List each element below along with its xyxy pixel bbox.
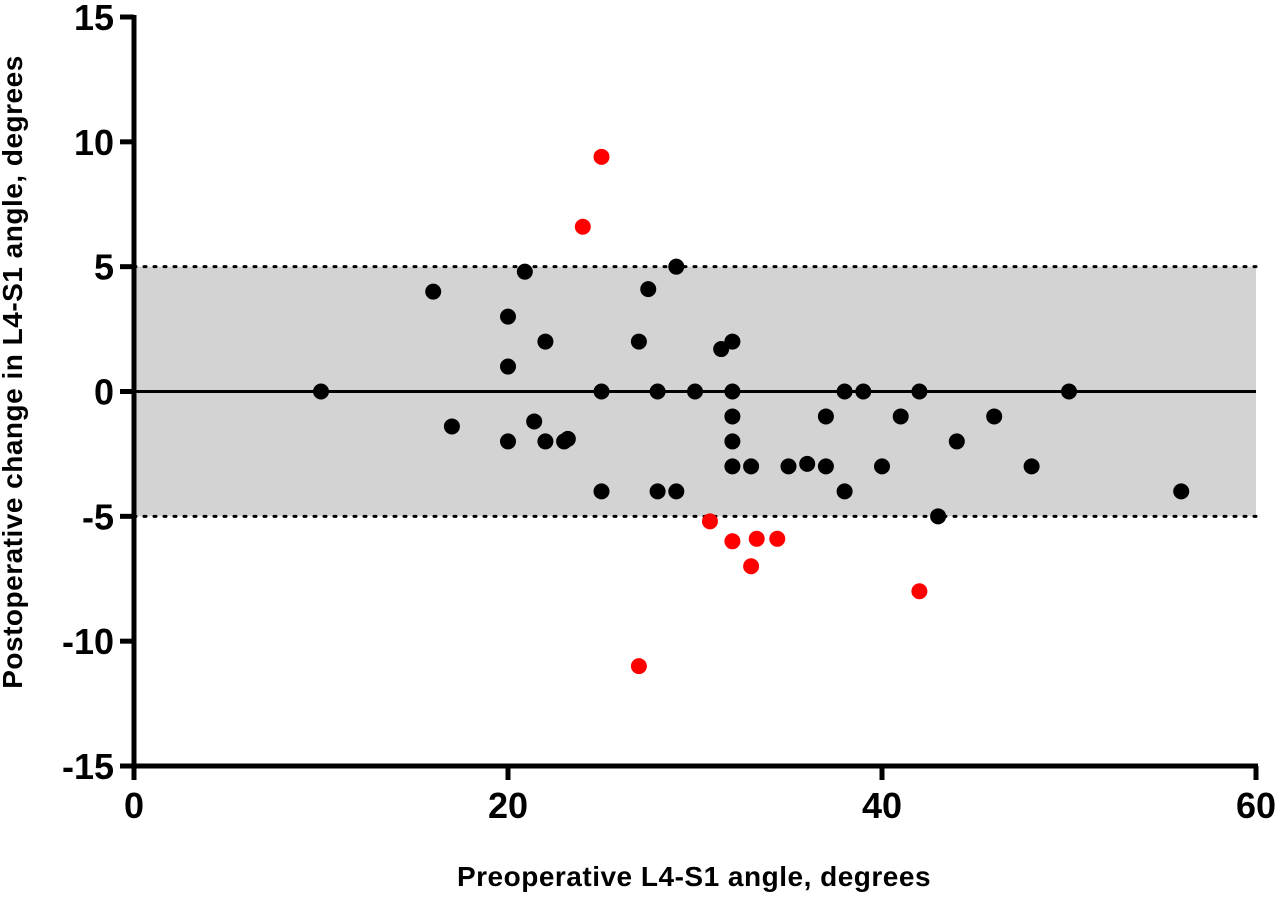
- data-point: [593, 383, 610, 400]
- axes: [120, 14, 1259, 780]
- y-tick-label: -5: [82, 496, 114, 537]
- data-point: [780, 458, 797, 475]
- x-tick-label: 0: [124, 785, 144, 826]
- x-tick-label: 20: [488, 785, 528, 826]
- x-tick-label: 40: [862, 785, 902, 826]
- data-point: [948, 433, 965, 450]
- data-point: [1061, 383, 1077, 400]
- data-point: [911, 583, 928, 600]
- data-point: [911, 383, 928, 400]
- data-point: [630, 333, 647, 350]
- data-point: [559, 430, 576, 447]
- data-point: [593, 483, 610, 500]
- data-point: [724, 333, 741, 350]
- data-point: [640, 281, 657, 298]
- data-point: [574, 218, 591, 235]
- data-point: [724, 383, 741, 400]
- data-point: [743, 558, 760, 575]
- data-point: [443, 418, 460, 435]
- data-point: [526, 413, 543, 430]
- data-point: [1023, 458, 1040, 475]
- data-point: [701, 513, 718, 530]
- data-point: [724, 408, 741, 425]
- data-points: [313, 148, 1190, 675]
- data-point: [799, 455, 816, 472]
- data-point: [817, 458, 834, 475]
- data-point: [516, 263, 533, 280]
- x-tick-label: 60: [1236, 785, 1276, 826]
- data-point: [713, 341, 730, 358]
- data-point: [930, 508, 947, 525]
- data-point: [724, 533, 741, 550]
- y-tick-label: 0: [94, 372, 114, 413]
- data-point: [724, 458, 741, 475]
- data-point: [313, 383, 329, 400]
- data-point: [836, 483, 853, 500]
- data-point: [537, 333, 554, 350]
- data-point: [630, 658, 647, 675]
- data-point: [649, 483, 666, 500]
- data-point: [668, 483, 685, 500]
- data-point: [748, 530, 765, 547]
- data-point: [500, 308, 516, 325]
- y-tick-label: 10: [74, 122, 114, 163]
- data-point: [500, 433, 516, 450]
- y-tick-label: 15: [74, 0, 114, 38]
- data-point: [649, 383, 666, 400]
- data-point: [425, 283, 442, 300]
- data-point: [836, 383, 853, 400]
- data-point: [1173, 483, 1190, 500]
- data-point: [593, 148, 610, 165]
- data-point: [743, 458, 760, 475]
- y-tick-label: -10: [62, 621, 114, 662]
- data-point: [500, 358, 516, 375]
- x-axis-title: Preoperative L4-S1 angle, degrees: [457, 861, 931, 892]
- data-point: [817, 408, 834, 425]
- data-point: [687, 383, 703, 400]
- data-point: [668, 258, 685, 275]
- data-point: [874, 458, 890, 475]
- data-point: [892, 408, 909, 425]
- tick-labels: -15 -10 -5 0 5 10 15 0 20 40 60: [62, 0, 1276, 826]
- data-point: [724, 433, 741, 450]
- y-tick-label: -15: [62, 746, 114, 787]
- data-point: [537, 433, 554, 450]
- data-point: [855, 383, 872, 400]
- data-point: [769, 530, 786, 547]
- data-point: [986, 408, 1003, 425]
- y-tick-label: 5: [94, 247, 114, 288]
- y-axis-title: Postoperative change in L4-S1 angle, deg…: [0, 55, 28, 689]
